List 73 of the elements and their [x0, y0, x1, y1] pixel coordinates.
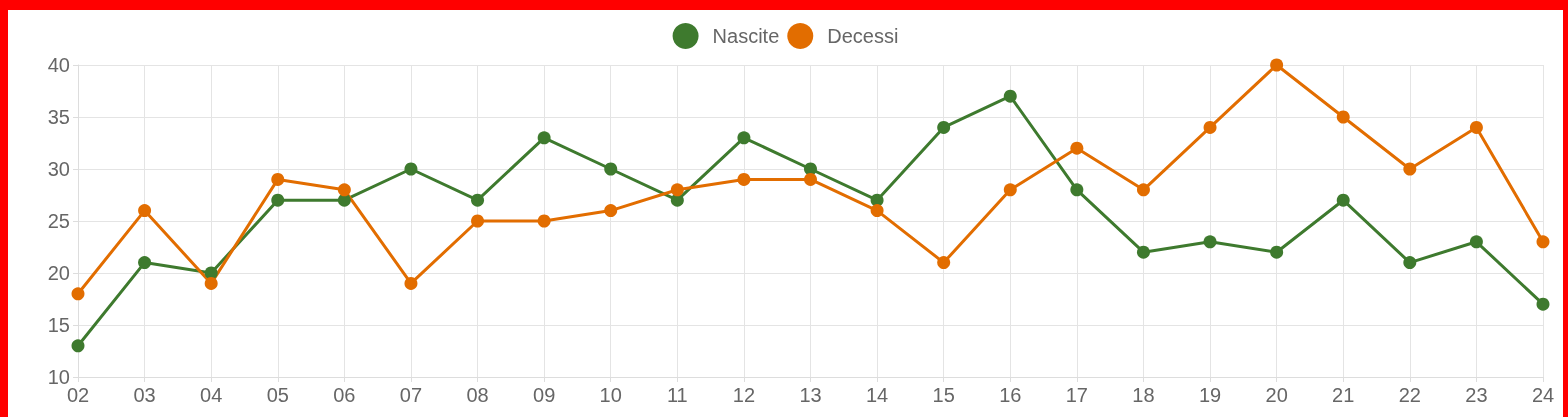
point — [271, 172, 285, 186]
point — [804, 172, 817, 186]
point — [737, 131, 751, 145]
x-tick-label: 14 — [865, 384, 889, 406]
point — [1003, 183, 1017, 197]
x-tick-label: 18 — [1132, 384, 1155, 406]
x-tick-label: 24 — [1531, 384, 1555, 406]
x-tick-label: 13 — [799, 384, 822, 406]
y-tick-label: 25 — [47, 210, 70, 232]
point — [604, 162, 618, 176]
point — [1536, 297, 1550, 311]
y-tick-label: 35 — [47, 106, 70, 128]
x-tick-label: 06 — [333, 384, 356, 406]
point — [537, 131, 551, 145]
x-tick-label: 03 — [133, 384, 156, 406]
point — [71, 287, 85, 301]
y-tick-label: 30 — [47, 158, 70, 180]
point — [404, 162, 418, 176]
point — [1070, 141, 1084, 155]
x-tick-label: 15 — [932, 384, 955, 406]
point — [204, 276, 218, 290]
point — [737, 172, 751, 186]
point — [1270, 245, 1284, 259]
point — [1536, 235, 1550, 249]
point — [138, 256, 152, 270]
x-tick-label: 07 — [399, 384, 423, 406]
x-tick-label: 05 — [266, 384, 289, 406]
point — [1136, 183, 1150, 197]
point — [1003, 89, 1017, 103]
point — [1136, 245, 1150, 259]
point — [1403, 256, 1417, 270]
point — [471, 214, 485, 228]
point — [337, 183, 351, 197]
point — [404, 276, 418, 290]
point — [1336, 193, 1350, 207]
x-tick-label: 22 — [1398, 384, 1421, 406]
legend-label: Decessi — [827, 25, 899, 47]
y-tick-label: 40 — [47, 54, 70, 76]
point — [670, 193, 684, 207]
x-tick-label: 19 — [1198, 384, 1222, 406]
x-tick-label: 04 — [200, 384, 223, 406]
x-tick-label: 09 — [533, 384, 556, 406]
x-tick-label: 11 — [666, 384, 688, 406]
point — [1469, 235, 1483, 249]
x-tick-label: 17 — [1065, 384, 1088, 406]
point — [537, 214, 551, 228]
point — [1270, 58, 1284, 72]
legend-label: Nascite — [712, 25, 780, 47]
point — [670, 183, 684, 197]
point — [337, 193, 351, 207]
point — [1070, 183, 1084, 197]
y-tick-label: 15 — [47, 314, 70, 336]
x-tick-label: 08 — [466, 384, 489, 406]
x-tick-label: 20 — [1265, 384, 1288, 406]
point — [471, 193, 485, 207]
point — [937, 120, 951, 134]
x-tick-label: 21 — [1332, 384, 1355, 406]
point — [138, 204, 152, 218]
x-tick-label: 12 — [732, 384, 756, 406]
point — [71, 339, 85, 353]
point — [870, 204, 884, 218]
point — [1336, 110, 1350, 124]
point — [604, 204, 618, 218]
y-tick-label: 20 — [47, 262, 70, 284]
x-tick-label: 16 — [999, 384, 1022, 406]
point — [937, 256, 951, 270]
point — [1203, 235, 1217, 249]
point — [1203, 120, 1217, 134]
point — [271, 193, 285, 207]
x-tick-label: 10 — [599, 384, 622, 406]
point — [1469, 120, 1483, 134]
point — [1403, 162, 1417, 176]
x-tick-label: 23 — [1465, 384, 1488, 406]
